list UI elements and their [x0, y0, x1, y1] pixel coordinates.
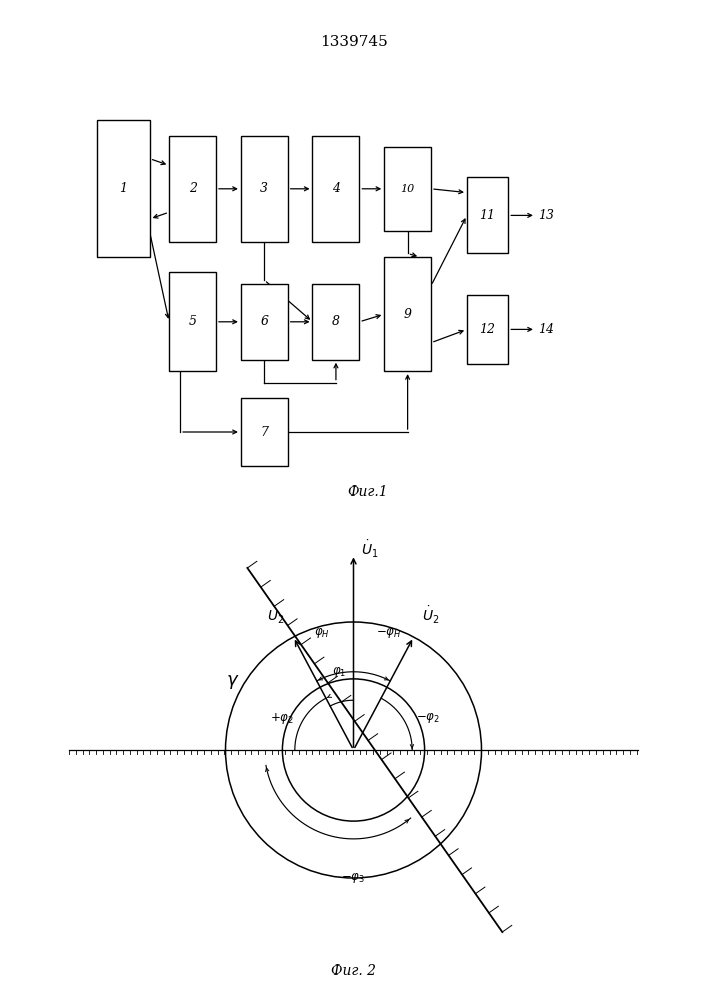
Text: 5: 5: [189, 315, 197, 328]
FancyBboxPatch shape: [467, 295, 508, 364]
Text: Фиг. 2: Фиг. 2: [331, 964, 376, 978]
FancyBboxPatch shape: [169, 136, 216, 242]
Text: 7: 7: [260, 426, 268, 438]
Text: $-\varphi_3$: $-\varphi_3$: [341, 871, 366, 885]
Text: 10: 10: [400, 184, 415, 194]
Text: $\dot{U}_2$: $\dot{U}_2$: [267, 605, 284, 626]
Text: 4: 4: [332, 182, 340, 195]
FancyBboxPatch shape: [312, 136, 359, 242]
Text: 1339745: 1339745: [320, 35, 387, 49]
Text: $\dot{U}_2$: $\dot{U}_2$: [423, 605, 440, 626]
FancyBboxPatch shape: [241, 284, 288, 360]
FancyBboxPatch shape: [98, 120, 150, 257]
FancyBboxPatch shape: [169, 272, 216, 371]
Text: Фиг.1: Фиг.1: [347, 485, 388, 499]
FancyBboxPatch shape: [241, 398, 288, 466]
Text: 1: 1: [119, 182, 128, 195]
Text: 2: 2: [189, 182, 197, 195]
FancyBboxPatch shape: [312, 284, 359, 360]
FancyBboxPatch shape: [467, 177, 508, 253]
Text: 14: 14: [539, 323, 554, 336]
Text: $+\varphi_2$: $+\varphi_2$: [270, 710, 294, 726]
FancyBboxPatch shape: [241, 136, 288, 242]
FancyBboxPatch shape: [384, 147, 431, 231]
Text: $-\varphi_2$: $-\varphi_2$: [416, 711, 440, 725]
Text: 8: 8: [332, 315, 340, 328]
Text: 6: 6: [260, 315, 268, 328]
Text: 3: 3: [260, 182, 268, 195]
Text: 11: 11: [479, 209, 496, 222]
Text: 9: 9: [404, 308, 411, 321]
Text: $\varphi_H$: $\varphi_H$: [314, 626, 329, 640]
Text: $\gamma$: $\gamma$: [226, 673, 240, 691]
Text: 13: 13: [539, 209, 554, 222]
FancyBboxPatch shape: [384, 257, 431, 371]
Text: 12: 12: [479, 323, 496, 336]
Text: $\varphi_1$: $\varphi_1$: [332, 665, 346, 679]
Text: $-\varphi_H$: $-\varphi_H$: [376, 626, 402, 640]
Text: $\dot{U}_1$: $\dot{U}_1$: [361, 539, 378, 560]
